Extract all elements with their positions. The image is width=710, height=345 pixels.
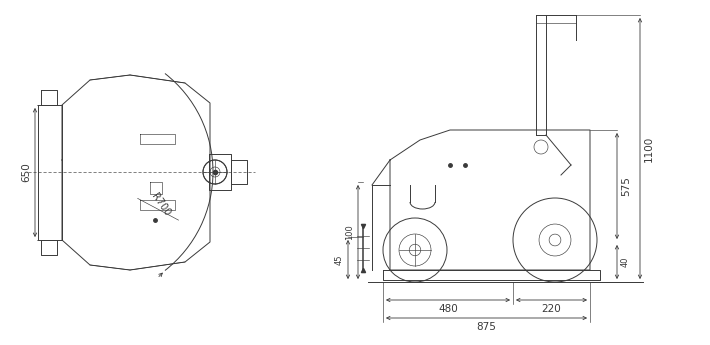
Text: 480: 480 (438, 304, 458, 314)
Text: 40: 40 (621, 257, 630, 267)
Text: 100: 100 (345, 224, 354, 240)
Text: 45: 45 (335, 254, 344, 265)
Text: 875: 875 (476, 322, 496, 332)
Text: 575: 575 (621, 176, 631, 196)
Text: 1100: 1100 (644, 135, 654, 161)
Text: R700: R700 (150, 191, 173, 218)
Text: 650: 650 (21, 162, 31, 183)
Text: 220: 220 (542, 304, 562, 314)
